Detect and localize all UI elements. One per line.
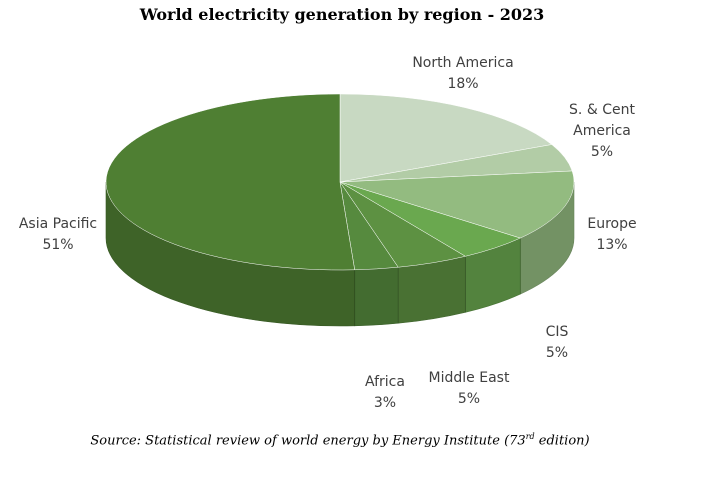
pie-top — [105, 93, 575, 271]
pie-sides — [105, 181, 575, 327]
slice-label-europe: Europe 13% — [587, 216, 636, 253]
slice-label-cis: CIS 5% — [546, 324, 569, 361]
slice-label-north-america: North America 18% — [412, 55, 513, 92]
slice-label-middle-east: Middle East 5% — [429, 370, 510, 407]
pie-slice-asia-pacific — [105, 93, 355, 271]
source-prefix: Source: Statistical review of world ener… — [90, 433, 526, 449]
slice-label-africa: Africa 3% — [365, 374, 405, 411]
chart-title: World electricity generation by region -… — [139, 5, 545, 24]
pie-slice-europe — [339, 170, 575, 239]
source-note: Source: Statistical review of world ener… — [0, 432, 680, 448]
slice-label-asia-pacific: Asia Pacific 51% — [19, 216, 97, 253]
pie-side-5 — [354, 266, 399, 327]
pie-slice-north-america — [339, 93, 553, 183]
source-suffix: edition) — [534, 433, 590, 449]
source-superscript: rd — [525, 432, 535, 441]
slice-label-s-cent-america: S. & Cent America 5% — [569, 102, 635, 160]
pie-labels: North America 18% S. & Cent America 5% Europe… — [19, 55, 637, 411]
